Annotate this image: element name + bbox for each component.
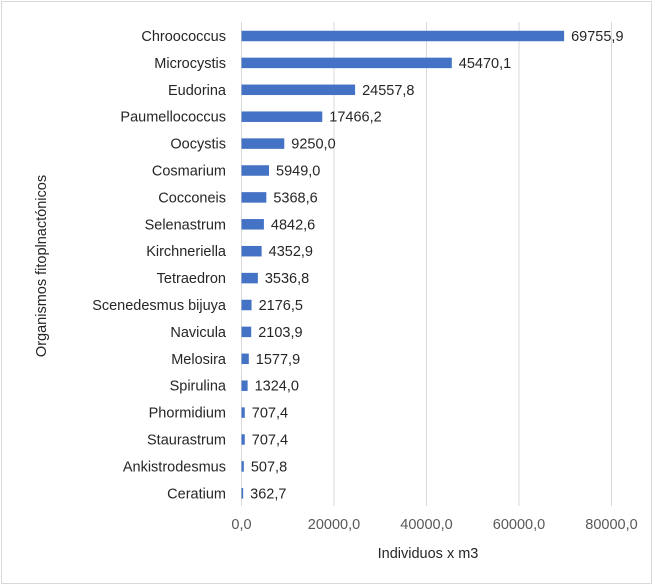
x-tick-label: 0,0 — [231, 517, 251, 533]
data-label: 507,8 — [251, 459, 287, 475]
category-label: Tetraedron — [157, 271, 226, 287]
x-axis-title: Individuos x m3 — [378, 546, 479, 562]
data-label: 69755,9 — [571, 29, 623, 45]
category-label: Oocystis — [170, 137, 226, 153]
bar — [241, 380, 248, 391]
category-label: Cocconeis — [158, 190, 226, 206]
bar — [241, 57, 452, 69]
bar — [241, 192, 267, 203]
category-label: Spirulina — [170, 379, 227, 395]
category-label: Microcystis — [154, 56, 226, 72]
data-label: 2103,9 — [258, 325, 302, 341]
x-tick-label: 60000,0 — [493, 517, 545, 533]
bar — [241, 434, 245, 445]
category-label: Staurastrum — [147, 433, 226, 449]
bar — [241, 272, 258, 284]
category-label: Ankistrodesmus — [123, 459, 226, 475]
category-label: Scenedesmus bijuya — [92, 298, 227, 314]
data-label: 17466,2 — [329, 110, 381, 126]
category-label: Paumellococcus — [120, 110, 226, 126]
data-label: 1577,9 — [256, 352, 300, 368]
x-tick-labels: 0,0 20000,0 40000,0 60000,0 80000,0 — [231, 517, 637, 533]
bar — [241, 353, 249, 365]
bar — [241, 299, 252, 311]
category-label: Cosmarium — [152, 164, 226, 180]
bar — [241, 84, 356, 96]
category-label: Selenastrum — [145, 217, 226, 233]
category-label: Chroococcus — [141, 29, 226, 45]
data-label: 9250,0 — [291, 137, 335, 153]
data-label: 1324,0 — [255, 379, 299, 395]
data-label: 5368,6 — [273, 190, 317, 206]
category-label: Ceratium — [167, 486, 226, 502]
data-label: 4842,6 — [271, 217, 315, 233]
data-label: 5949,0 — [276, 164, 320, 180]
x-tick-label: 40000,0 — [400, 517, 452, 533]
y-axis-title: Organismos fitoplnactónicos — [34, 175, 50, 357]
bar — [241, 219, 264, 230]
data-labels: 69755,9 45470,1 24557,8 17466,2 9250,0 5949,0… — [250, 29, 623, 502]
data-label: 3536,8 — [265, 271, 309, 287]
bar — [241, 138, 285, 149]
bar — [241, 407, 245, 418]
gridlines — [241, 22, 612, 506]
data-label: 707,4 — [252, 433, 288, 449]
data-label: 2176,5 — [259, 298, 303, 314]
bar — [241, 30, 565, 42]
bar — [241, 165, 270, 176]
bars — [241, 30, 565, 499]
category-label: Eudorina — [168, 83, 227, 99]
bar — [241, 111, 323, 122]
bar — [241, 326, 252, 338]
category-label: Kirchneriella — [146, 244, 227, 260]
data-label: 707,4 — [252, 406, 288, 422]
data-label: 45470,1 — [459, 56, 511, 72]
data-label: 4352,9 — [269, 244, 313, 260]
category-label: Navicula — [170, 325, 227, 341]
category-label: Melosira — [171, 352, 227, 368]
category-label: Phormidium — [149, 406, 226, 422]
bar — [241, 461, 244, 472]
category-labels: Chroococcus Microcystis Eudorina Paumelloco… — [92, 29, 227, 502]
bar — [241, 245, 262, 257]
x-tick-label: 20000,0 — [308, 517, 360, 533]
data-label: 24557,8 — [362, 83, 414, 99]
data-label: 362,7 — [250, 486, 286, 502]
bar — [241, 488, 244, 499]
x-tick-label: 80000,0 — [585, 517, 637, 533]
